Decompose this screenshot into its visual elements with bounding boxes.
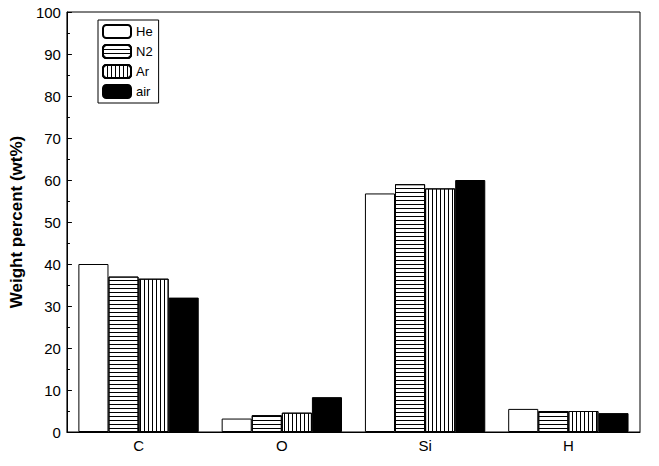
svg-text:H: H <box>563 437 574 454</box>
svg-text:70: 70 <box>44 130 61 147</box>
svg-text:40: 40 <box>44 256 61 273</box>
svg-text:10: 10 <box>44 382 61 399</box>
svg-text:Si: Si <box>418 437 431 454</box>
svg-text:N2: N2 <box>136 44 153 59</box>
svg-text:30: 30 <box>44 298 61 315</box>
svg-text:50: 50 <box>44 214 61 231</box>
svg-text:He: He <box>136 24 153 39</box>
svg-text:air: air <box>136 84 151 99</box>
svg-text:60: 60 <box>44 172 61 189</box>
svg-text:90: 90 <box>44 46 61 63</box>
svg-text:100: 100 <box>36 4 61 21</box>
svg-text:0: 0 <box>53 424 61 441</box>
svg-text:C: C <box>133 437 144 454</box>
svg-text:Weight percent (wt%): Weight percent (wt%) <box>7 136 26 309</box>
svg-text:20: 20 <box>44 340 61 357</box>
svg-text:O: O <box>276 437 288 454</box>
svg-text:80: 80 <box>44 88 61 105</box>
svg-text:Ar: Ar <box>136 64 150 79</box>
